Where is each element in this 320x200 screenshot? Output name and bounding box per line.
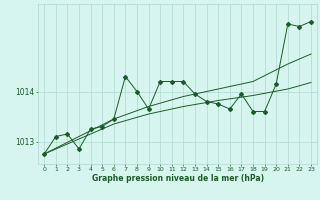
X-axis label: Graphe pression niveau de la mer (hPa): Graphe pression niveau de la mer (hPa) [92,174,264,183]
